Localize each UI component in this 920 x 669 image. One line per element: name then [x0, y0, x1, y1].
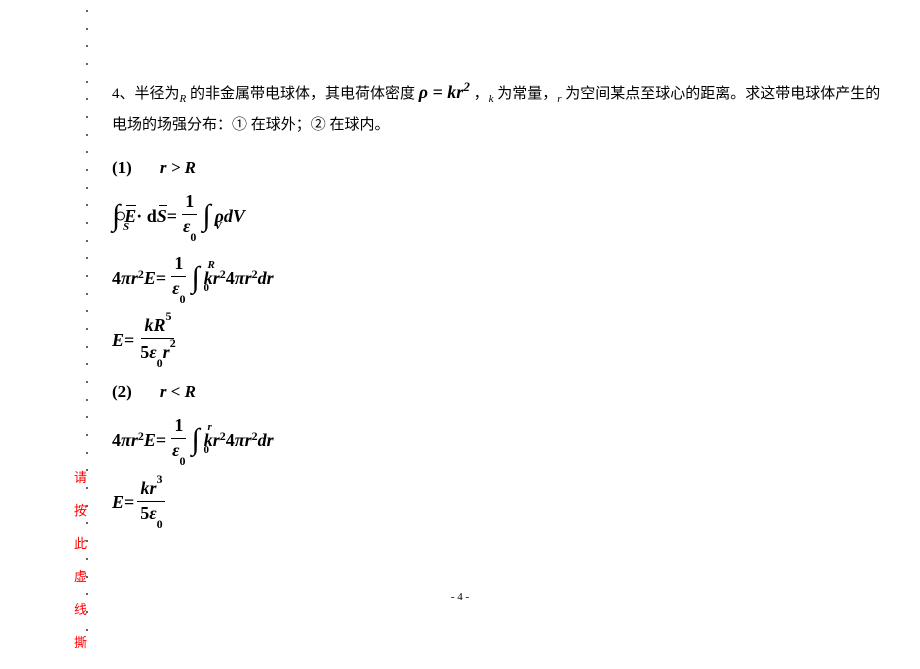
- equation-4: 4πr2E = 1 ε0 ∫ r 0 kr24πr2dr: [112, 416, 892, 464]
- page-number: - 4 -: [451, 591, 469, 603]
- integral-icon: ∫ r 0: [192, 425, 200, 455]
- page-content: 4、半径为R 的非金属带电球体，其电荷体密度 ρ = kr2 ，k 为常量，r …: [112, 74, 892, 540]
- case-1-header: (1)r > R: [112, 158, 892, 178]
- result-outside: E = kR5 5ε0r2: [112, 316, 892, 364]
- fraction: 1 ε0: [169, 416, 188, 464]
- integral-icon: ∫ R 0: [192, 263, 200, 293]
- problem-number: 4、: [112, 86, 135, 102]
- equation-2: 4πr2E = 1 ε0 ∫ R 0 kr24πr2dr: [112, 254, 892, 302]
- case-2-header: (2)r < R: [112, 382, 892, 402]
- integral-icon: ∫ V: [202, 201, 210, 231]
- fraction: kr3 5ε0: [137, 477, 165, 527]
- fraction: kR5 5ε0r2: [137, 314, 178, 366]
- closed-integral-icon: ∫ S: [112, 201, 120, 231]
- fraction: 1 ε0: [180, 192, 199, 240]
- fraction: 1 ε0: [169, 254, 188, 302]
- side-instruction: 请按此虚线撕: [74, 471, 87, 669]
- result-inside: E = kr3 5ε0: [112, 478, 892, 526]
- gauss-law-equation: ∫ S E · dS = 1 ε0 ∫ V ρdV: [112, 192, 892, 240]
- problem-statement: 4、半径为R 的非金属带电球体，其电荷体密度 ρ = kr2 ，k 为常量，r …: [112, 74, 892, 140]
- density-formula: ρ = kr2: [419, 82, 470, 102]
